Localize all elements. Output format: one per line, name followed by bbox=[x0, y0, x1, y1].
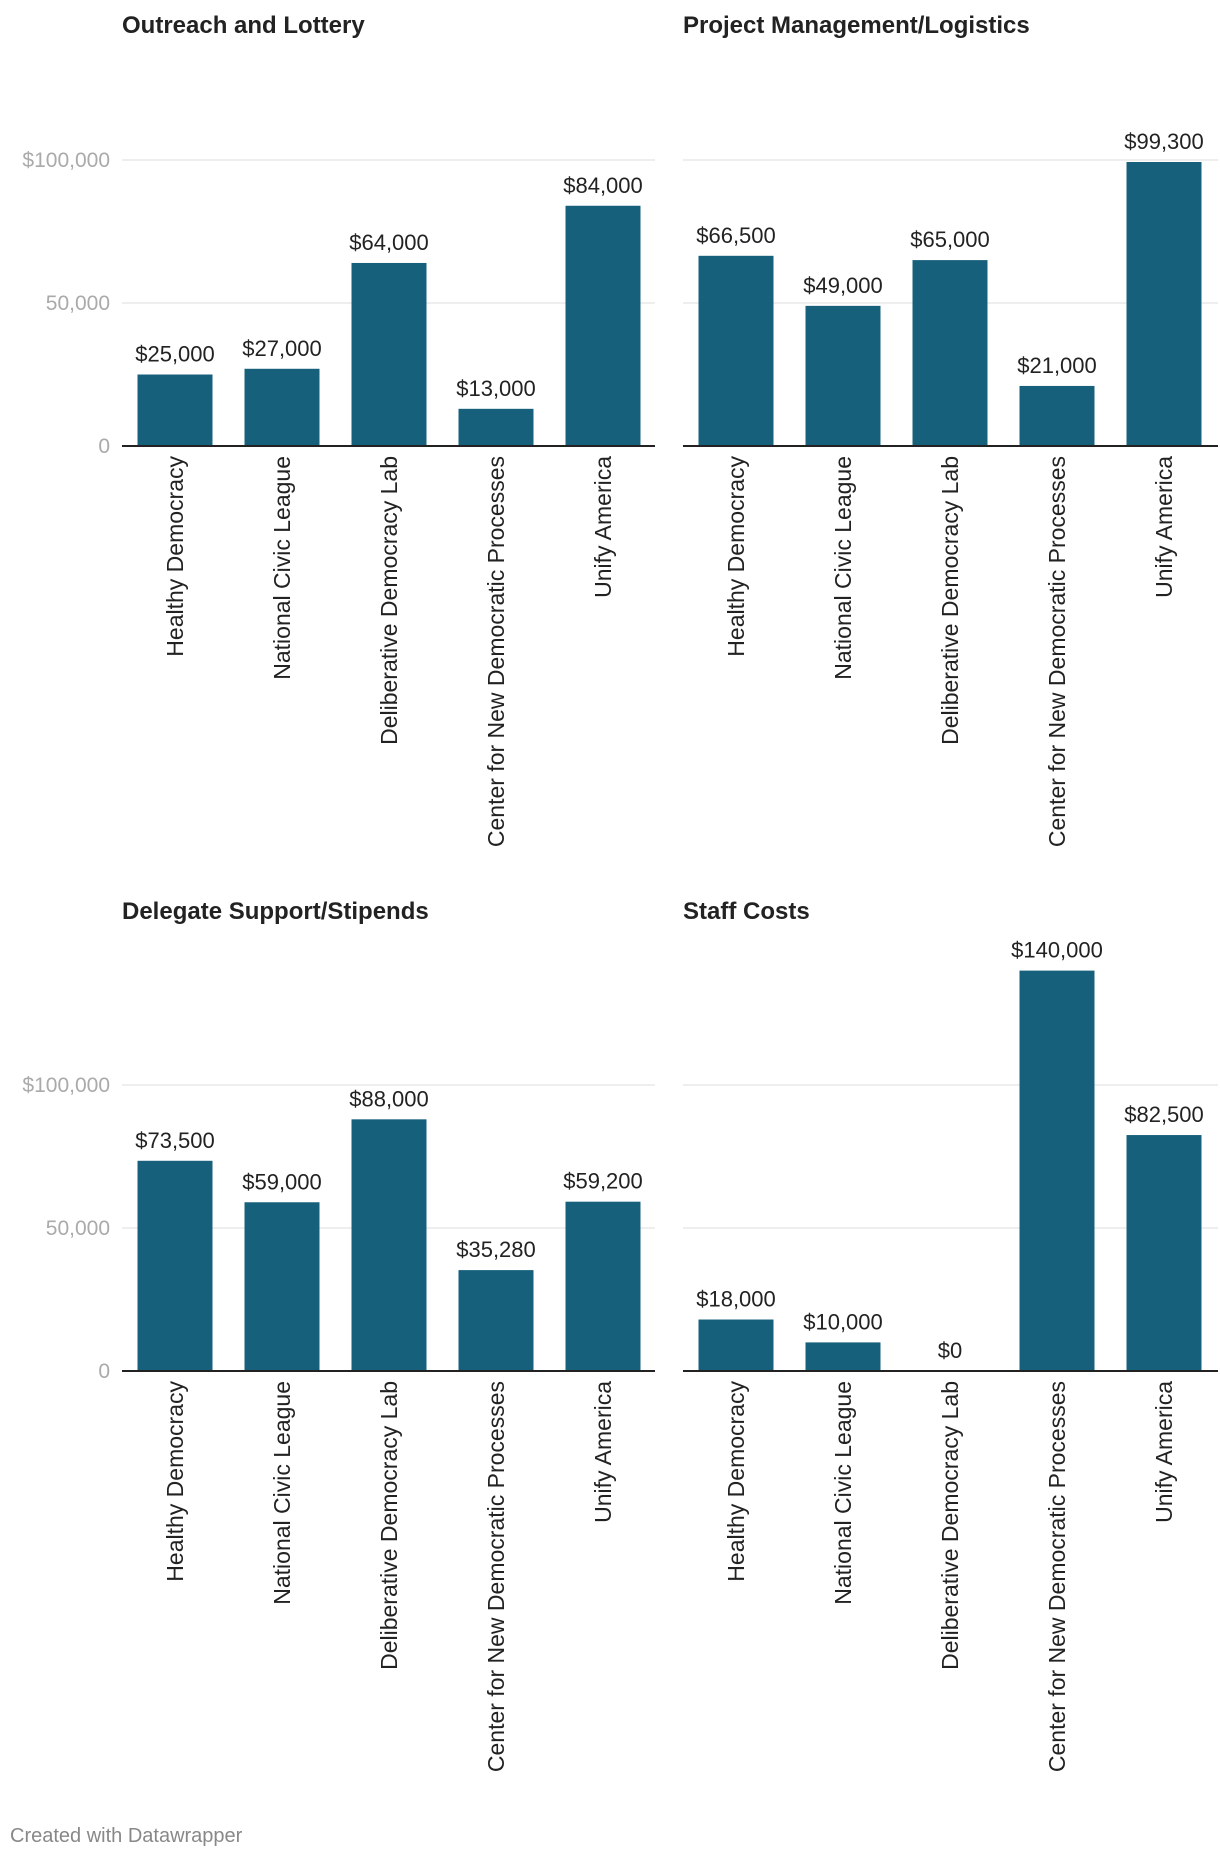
value-label: $84,000 bbox=[563, 173, 643, 198]
category-label: Deliberative Democracy Lab bbox=[376, 456, 402, 745]
category-label: Unify America bbox=[590, 456, 616, 598]
bar bbox=[805, 305, 881, 446]
category-label: Unify America bbox=[1151, 456, 1177, 598]
value-label: $25,000 bbox=[135, 342, 215, 367]
y-tick-label: $100,000 bbox=[22, 1074, 110, 1097]
bar bbox=[244, 368, 320, 446]
bar bbox=[137, 374, 213, 446]
category-label: National Civic League bbox=[269, 1381, 295, 1605]
y-tick-label: 50,000 bbox=[46, 292, 110, 315]
bar bbox=[244, 1202, 320, 1371]
bar bbox=[1126, 1135, 1202, 1371]
category-label: Healthy Democracy bbox=[162, 1381, 188, 1582]
value-label: $65,000 bbox=[910, 227, 990, 252]
value-label: $21,000 bbox=[1017, 353, 1097, 378]
y-tick-label: 0 bbox=[98, 435, 110, 458]
credit-footer: Created with Datawrapper bbox=[10, 1825, 243, 1847]
category-label: Healthy Democracy bbox=[723, 1381, 749, 1582]
chart-title: Outreach and Lottery bbox=[122, 12, 365, 39]
bar bbox=[351, 1119, 427, 1371]
category-label: Unify America bbox=[590, 1381, 616, 1523]
value-label: $49,000 bbox=[803, 273, 883, 298]
value-label: $59,200 bbox=[563, 1169, 643, 1194]
bar bbox=[698, 255, 774, 446]
bar bbox=[1019, 385, 1095, 446]
value-label: $64,000 bbox=[349, 230, 429, 255]
value-label: $35,280 bbox=[456, 1237, 536, 1262]
category-label: Deliberative Democracy Lab bbox=[937, 1381, 963, 1670]
bar bbox=[565, 1201, 641, 1371]
bar bbox=[458, 1270, 534, 1371]
category-label: Deliberative Democracy Lab bbox=[376, 1381, 402, 1670]
chart-title: Staff Costs bbox=[683, 898, 810, 925]
value-label: $88,000 bbox=[349, 1086, 429, 1111]
y-tick-label: $100,000 bbox=[22, 149, 110, 172]
bar bbox=[1019, 970, 1095, 1371]
value-label: $13,000 bbox=[456, 376, 536, 401]
value-label: $27,000 bbox=[242, 336, 322, 361]
category-label: National Civic League bbox=[269, 456, 295, 680]
value-label: $73,500 bbox=[135, 1128, 215, 1153]
y-tick-label: 0 bbox=[98, 1360, 110, 1383]
bar bbox=[805, 1342, 881, 1371]
category-label: Healthy Democracy bbox=[162, 456, 188, 657]
value-label: $59,000 bbox=[242, 1169, 322, 1194]
value-label: $18,000 bbox=[696, 1287, 776, 1312]
value-label: $140,000 bbox=[1011, 938, 1103, 963]
value-label: $99,300 bbox=[1124, 129, 1204, 154]
category-label: Center for New Democratic Processes bbox=[483, 456, 509, 847]
value-label: $66,500 bbox=[696, 223, 776, 248]
bar bbox=[698, 1319, 774, 1371]
category-label: Unify America bbox=[1151, 1381, 1177, 1523]
category-label: Center for New Democratic Processes bbox=[1044, 456, 1070, 847]
category-label: Center for New Democratic Processes bbox=[1044, 1381, 1070, 1772]
value-label: $82,500 bbox=[1124, 1102, 1204, 1127]
category-label: Healthy Democracy bbox=[723, 456, 749, 657]
category-label: National Civic League bbox=[830, 456, 856, 680]
category-label: Center for New Democratic Processes bbox=[483, 1381, 509, 1772]
chart-title: Project Management/Logistics bbox=[683, 12, 1030, 39]
bar bbox=[137, 1160, 213, 1371]
chart-title: Delegate Support/Stipends bbox=[122, 898, 429, 925]
bar bbox=[1126, 162, 1202, 446]
bar bbox=[912, 260, 988, 446]
bar bbox=[565, 205, 641, 446]
bar bbox=[458, 408, 534, 446]
y-tick-label: 50,000 bbox=[46, 1217, 110, 1240]
category-label: National Civic League bbox=[830, 1381, 856, 1605]
category-label: Deliberative Democracy Lab bbox=[937, 456, 963, 745]
value-label: $10,000 bbox=[803, 1309, 883, 1334]
value-label: $0 bbox=[938, 1338, 962, 1363]
bar bbox=[351, 262, 427, 446]
